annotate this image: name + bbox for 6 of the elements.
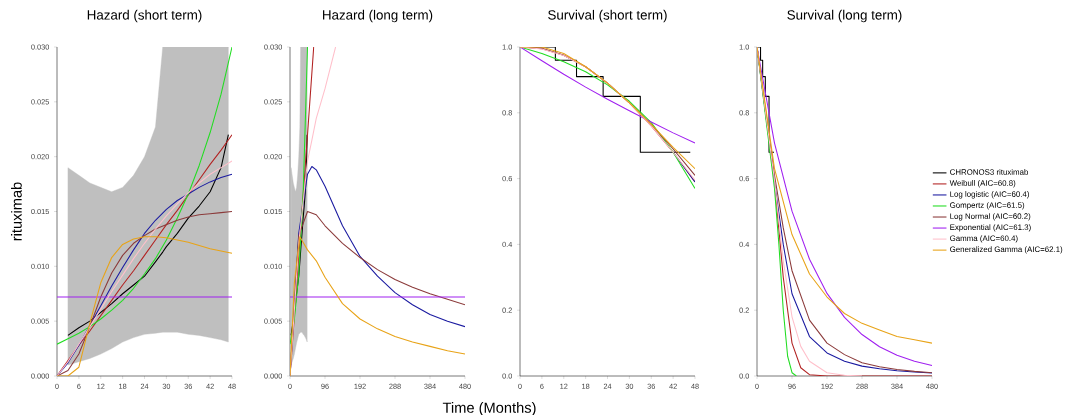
chart-title: Hazard (short term) bbox=[87, 9, 202, 23]
chart-title: Hazard (long term) bbox=[323, 9, 433, 23]
x-axis-title: Time (Months) bbox=[442, 402, 536, 415]
chart-title: Survival (short term) bbox=[548, 9, 667, 23]
chart-title: Survival (long term) bbox=[787, 9, 902, 23]
y-axis-title: rituximab bbox=[11, 182, 22, 241]
